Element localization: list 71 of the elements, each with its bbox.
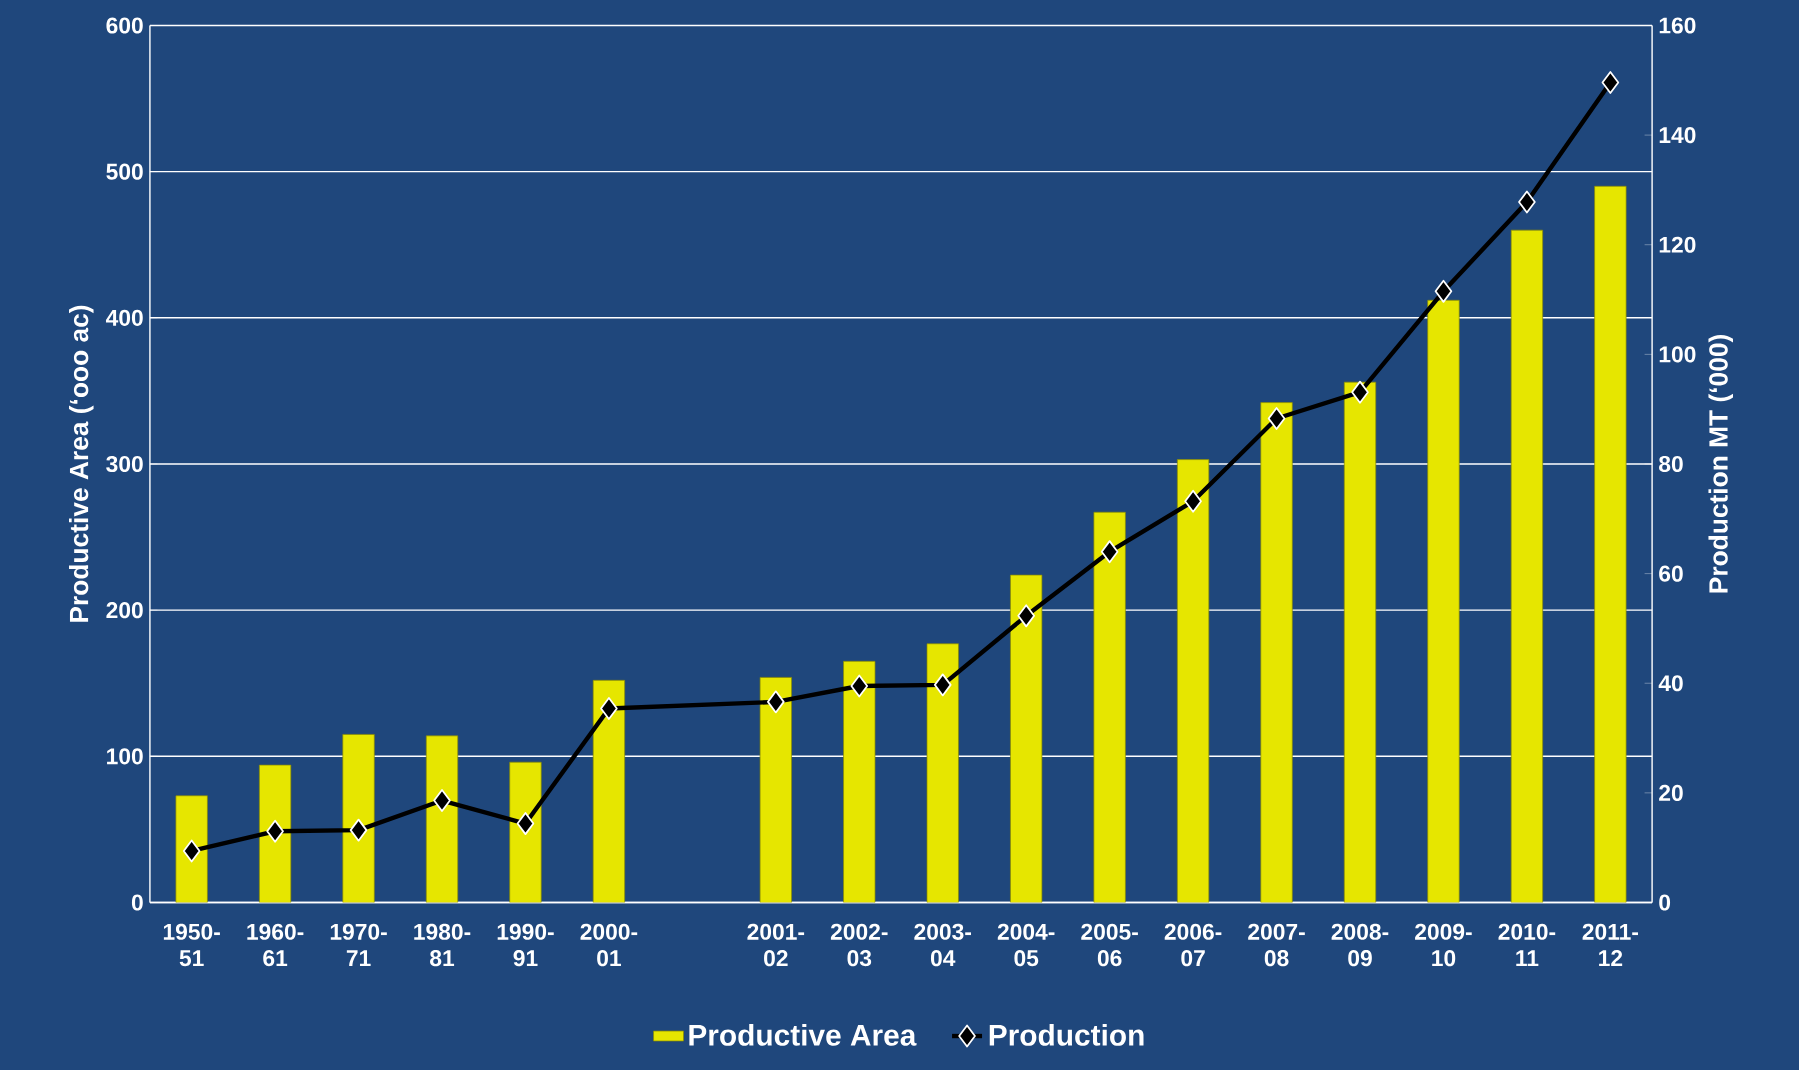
y2-tick-label: 40 (1658, 675, 1683, 692)
point (1017, 604, 1035, 628)
y-tick-label: 500 (106, 163, 143, 180)
point (1100, 540, 1119, 564)
y-axis-title: Productive Area (‘ooo ac) (69, 305, 94, 622)
point (266, 819, 284, 843)
y-tick-label: 400 (105, 309, 143, 326)
y2-tick-label: 100 (1659, 346, 1696, 363)
bar (1010, 574, 1043, 903)
bar (592, 680, 626, 903)
bar (843, 661, 876, 903)
point (1601, 71, 1620, 94)
bar (509, 761, 542, 903)
point (1184, 489, 1202, 513)
legend-label: Productive Area (689, 1023, 917, 1046)
point (433, 789, 451, 813)
point (1434, 279, 1453, 303)
y2-tick-label: 140 (1659, 127, 1696, 144)
x-tick-label: 2011-12 (1582, 923, 1639, 967)
bar (175, 795, 208, 903)
point (933, 673, 952, 697)
y2-tick-label: 60 (1659, 565, 1683, 582)
bar (1260, 402, 1293, 903)
bar (1594, 185, 1627, 903)
y-tick-label: 0 (131, 894, 143, 911)
bar (1510, 229, 1544, 903)
bar (1177, 459, 1210, 903)
bar (342, 734, 375, 903)
x-tick-label: 2005-06 (1081, 923, 1138, 967)
x-tick-label: 2000-01 (580, 923, 638, 967)
bar (759, 677, 792, 903)
bar (425, 735, 459, 903)
bar (259, 764, 292, 903)
x-tick-label: 1990-91 (497, 923, 554, 967)
point (1351, 380, 1369, 404)
point (767, 690, 785, 714)
y2-tick-label: 20 (1659, 784, 1683, 801)
x-tick-label: 1970-71 (330, 923, 387, 967)
point (1518, 190, 1536, 214)
x-tick-label: 2009-10 (1415, 923, 1472, 967)
y2-axis-title: Production MT (‘000) (1708, 335, 1733, 593)
bar (1343, 381, 1377, 903)
x-tick-label: 2008-09 (1331, 923, 1389, 967)
y2-tick-label: 120 (1659, 236, 1696, 253)
y2-tick-label: 0 (1659, 894, 1671, 911)
y-tick-label: 200 (106, 602, 143, 619)
y-tick-label: 300 (106, 455, 143, 473)
x-tick-label: 2003-04 (914, 923, 972, 967)
x-tick-label: 2006-07 (1164, 923, 1222, 967)
bar (1427, 299, 1460, 903)
x-tick-label: 2007-08 (1248, 923, 1305, 967)
y-tick-label: 100 (107, 748, 143, 765)
x-tick-label: 1950-51 (163, 923, 220, 967)
y2-tick-label: 80 (1659, 455, 1683, 473)
legend-label: Production (989, 1023, 1144, 1046)
bar (1093, 511, 1126, 903)
point (600, 697, 618, 720)
x-tick-label: 1980-81 (414, 923, 471, 967)
x-tick-label: 2002-03 (830, 923, 888, 967)
point (850, 674, 869, 698)
bar (926, 643, 959, 903)
y-tick-label: 600 (106, 17, 143, 34)
point (349, 818, 368, 842)
x-tick-label: 1960-61 (247, 923, 304, 967)
point (1267, 407, 1286, 430)
y2-tick-label: 160 (1659, 17, 1696, 34)
point (182, 839, 201, 863)
x-tick-label: 2010-11 (1498, 923, 1556, 967)
x-tick-label: 2001-02 (747, 923, 805, 967)
x-tick-label: 2004-05 (997, 923, 1055, 967)
point (516, 812, 535, 836)
